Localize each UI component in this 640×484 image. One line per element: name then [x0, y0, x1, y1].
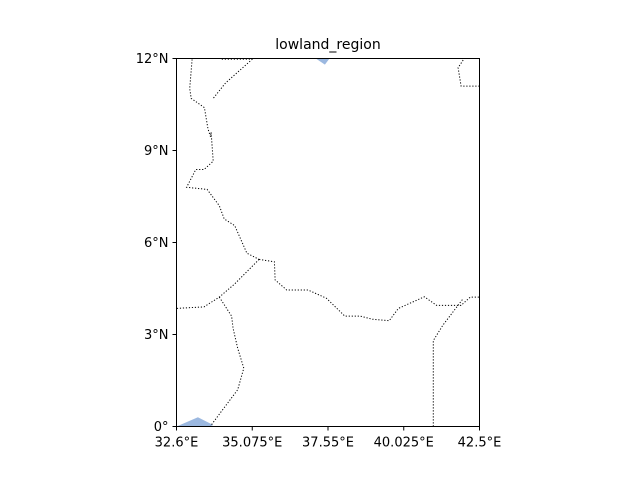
country-border-3	[259, 258, 480, 322]
x-tick-label: 35.075°E	[222, 436, 282, 451]
x-tick-label: 40.025°E	[374, 436, 434, 451]
y-tick-label: 9°N	[144, 144, 169, 159]
map-title: lowland_region	[275, 37, 380, 53]
map-frame	[176, 58, 480, 427]
country-border-6	[432, 298, 464, 427]
y-tick-label: 12°N	[136, 52, 169, 67]
y-tick-label: 3°N	[144, 328, 169, 343]
y-axis: 0° 3°N 6°N 9°N 12°N	[136, 52, 177, 435]
water-body-1	[315, 58, 330, 65]
country-border-4	[176, 259, 260, 309]
water-body-0	[176, 417, 214, 427]
border-layer	[176, 58, 480, 427]
x-tick-label: 42.5°E	[458, 436, 502, 451]
y-tick-label: 6°N	[144, 236, 169, 251]
country-border-0	[185, 59, 260, 260]
x-tick-label: 32.6°E	[155, 436, 199, 451]
x-tick-label: 37.55°E	[302, 436, 354, 451]
y-tick-label: 0°	[154, 420, 169, 435]
country-border-5	[209, 296, 245, 427]
water-layer	[176, 58, 330, 427]
country-border-7	[457, 58, 480, 87]
country-border-2	[212, 58, 253, 99]
x-axis: 32.6°E 35.075°E 37.55°E 40.025°E 42.5°E	[155, 426, 502, 451]
